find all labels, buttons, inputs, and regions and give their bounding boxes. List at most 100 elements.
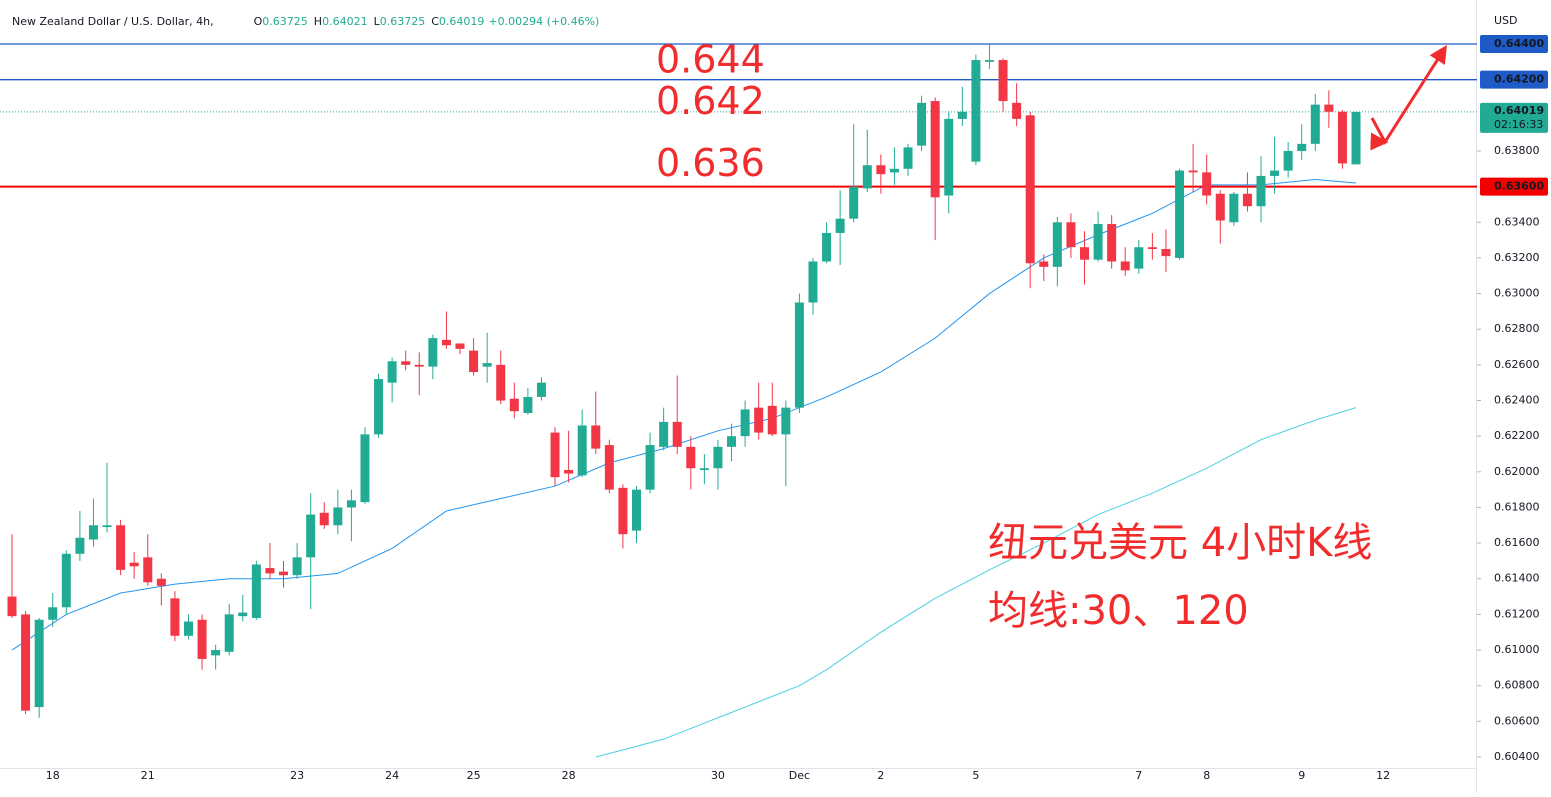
- candle-body: [727, 436, 737, 447]
- x-tick-label: 23: [290, 769, 304, 782]
- ohlc-label: L: [374, 15, 381, 28]
- moving-average: [595, 407, 1357, 758]
- candle-body: [401, 361, 411, 365]
- candle-body: [1080, 247, 1090, 260]
- candle-body: [21, 614, 31, 711]
- y-tick-label: 0.63200: [1494, 251, 1540, 264]
- candle-body: [414, 364, 424, 367]
- candle-body: [211, 650, 221, 656]
- candle-body: [1093, 224, 1103, 260]
- candle-body: [713, 446, 723, 469]
- y-tick-label: 0.63000: [1494, 287, 1540, 300]
- candle-body: [930, 101, 940, 198]
- x-tick-label: 21: [141, 769, 155, 782]
- candle-body: [441, 339, 451, 346]
- candle-body: [944, 118, 954, 196]
- candle-body: [129, 562, 139, 567]
- candle-body: [957, 111, 967, 119]
- candle-body: [306, 514, 316, 558]
- candle-body: [333, 507, 343, 526]
- candle-body: [197, 619, 207, 659]
- candle-body: [686, 446, 696, 469]
- x-tick-label: 9: [1298, 769, 1305, 782]
- y-tick-label: 0.60600: [1494, 714, 1540, 727]
- y-tick-label: 0.62200: [1494, 429, 1540, 442]
- candle-body: [1337, 111, 1347, 164]
- level-label: 0.64200: [1494, 73, 1544, 86]
- candle-body: [1012, 102, 1022, 119]
- candle-body: [550, 432, 560, 478]
- candle-body: [292, 557, 302, 576]
- y-tick-label: 0.63400: [1494, 215, 1540, 228]
- candle-body: [48, 607, 58, 620]
- candle-body: [523, 396, 533, 413]
- note: 纽元兑美元 4小时K线: [988, 520, 1372, 566]
- candle-body: [1256, 175, 1266, 207]
- y-tick-label: 0.61800: [1494, 500, 1540, 513]
- level-box: [1480, 70, 1548, 89]
- candle-body: [591, 425, 601, 449]
- candle-body: [1134, 247, 1144, 269]
- y-tick-label: 0.62800: [1494, 322, 1540, 335]
- candle-body: [279, 571, 289, 576]
- ohlc-value: 0.63725: [380, 15, 426, 28]
- candle-body: [482, 363, 492, 367]
- x-tick-label: 18: [46, 769, 60, 782]
- candle-body: [509, 398, 519, 412]
- candle-body: [1297, 143, 1307, 151]
- ohlc-value: 0.63725: [262, 15, 308, 28]
- candles-layer: [0, 43, 1481, 758]
- candle-body: [170, 598, 180, 636]
- candle-body: [1351, 111, 1361, 165]
- candle-body: [1039, 261, 1049, 267]
- level-annotation: 0.644: [656, 38, 765, 82]
- candle-body: [61, 553, 71, 608]
- x-tick-label: 30: [711, 769, 725, 782]
- candle-body: [1120, 261, 1130, 271]
- candle-body: [564, 470, 574, 474]
- x-tick-label: 8: [1203, 769, 1210, 782]
- candle-body: [794, 302, 804, 408]
- y-tick-label: 0.60400: [1494, 750, 1540, 763]
- candle-body: [971, 60, 981, 162]
- ohlc-label: O: [254, 15, 263, 28]
- symbol: New Zealand Dollar / U.S. Dollar, 4h,: [12, 15, 214, 28]
- candle-body: [1147, 247, 1157, 250]
- candle-body: [1161, 249, 1171, 257]
- candle-body: [116, 525, 126, 570]
- candle-body: [862, 165, 872, 189]
- x-tick-label: 25: [467, 769, 481, 782]
- candle-body: [7, 596, 17, 617]
- ohlc-value: 0.64019: [439, 15, 485, 28]
- candle-body: [781, 407, 791, 435]
- candle-body: [1025, 115, 1035, 264]
- candle-body: [428, 338, 438, 367]
- level-label: 0.63600: [1494, 180, 1544, 193]
- x-tick-label: 12: [1376, 769, 1390, 782]
- candle-body: [1324, 104, 1334, 112]
- arrow: [1370, 44, 1447, 151]
- candle-body: [835, 218, 845, 233]
- last-price-box: [1480, 102, 1548, 133]
- candle-body: [1310, 104, 1320, 144]
- candle-body: [1066, 222, 1076, 248]
- candle-body: [659, 421, 669, 447]
- candle-body: [1283, 150, 1293, 171]
- candle-body: [346, 500, 356, 508]
- y-tick-label: 0.60800: [1494, 679, 1540, 692]
- candle-body: [876, 165, 886, 175]
- candle-body: [1270, 170, 1280, 176]
- x-tick-label: 24: [385, 769, 399, 782]
- candle-body: [102, 525, 112, 528]
- y-tick-label: 0.61400: [1494, 572, 1540, 585]
- level-annotation: 0.636: [656, 141, 765, 185]
- last-price-label: 0.64019: [1494, 104, 1544, 117]
- candle-body: [1242, 193, 1252, 207]
- candle-body: [156, 578, 166, 586]
- candle-body: [319, 512, 329, 526]
- note: 均线:30、120: [988, 588, 1249, 634]
- level-annotation: 0.642: [656, 79, 765, 123]
- ohlc-value: 0.64021: [322, 15, 368, 28]
